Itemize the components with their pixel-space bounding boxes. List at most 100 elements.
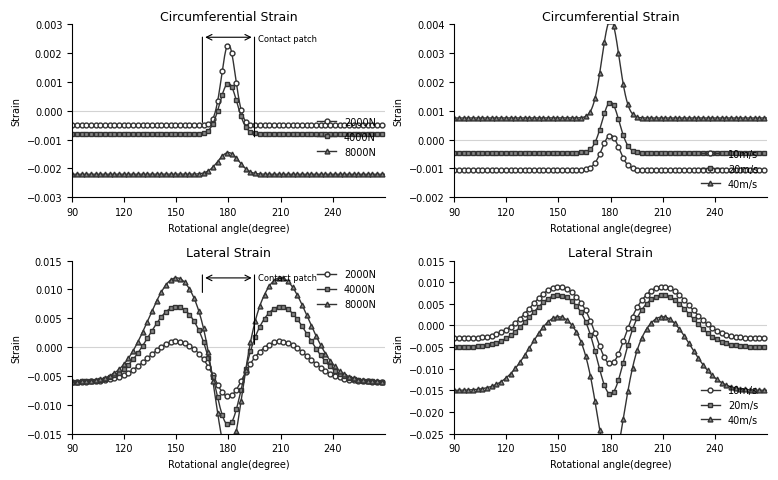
20m/s — [606, 391, 615, 397]
20m/s — [601, 106, 611, 112]
4000N — [211, 114, 220, 120]
40m/s — [606, 18, 615, 24]
40m/s — [450, 388, 459, 394]
Title: Circumferential Strain: Circumferential Strain — [541, 11, 679, 24]
10m/s — [762, 336, 772, 342]
2000N — [380, 123, 390, 129]
10m/s — [658, 284, 668, 290]
4000N — [314, 350, 324, 356]
8000N — [219, 152, 229, 158]
8000N — [68, 379, 77, 384]
40m/s — [606, 466, 615, 472]
2000N — [224, 43, 233, 48]
8000N — [172, 276, 181, 281]
Text: Contact patch: Contact patch — [258, 274, 317, 283]
10m/s — [753, 336, 762, 341]
20m/s — [594, 133, 603, 139]
X-axis label: Rotational angle(degree): Rotational angle(degree) — [550, 459, 671, 469]
10m/s — [753, 168, 762, 173]
2000N — [83, 379, 93, 384]
Line: 20m/s: 20m/s — [452, 100, 769, 156]
4000N — [219, 87, 229, 93]
Line: 20m/s: 20m/s — [452, 293, 769, 396]
20m/s — [601, 387, 611, 393]
Line: 10m/s: 10m/s — [452, 133, 769, 173]
Y-axis label: Strain: Strain — [393, 333, 403, 362]
20m/s — [450, 345, 459, 350]
20m/s — [465, 150, 475, 156]
20m/s — [753, 344, 762, 350]
2000N — [380, 379, 390, 385]
2000N — [314, 123, 323, 129]
20m/s — [465, 344, 475, 350]
2000N — [172, 339, 181, 345]
10m/s — [601, 137, 611, 143]
40m/s — [696, 116, 705, 121]
40m/s — [601, 459, 611, 465]
20m/s — [594, 360, 603, 366]
2000N — [68, 379, 77, 385]
4000N — [380, 132, 390, 137]
X-axis label: Rotational angle(degree): Rotational angle(degree) — [167, 223, 289, 233]
10m/s — [696, 168, 705, 173]
2000N — [219, 392, 229, 397]
8000N — [371, 172, 380, 178]
20m/s — [753, 150, 762, 156]
2000N — [371, 123, 380, 129]
10m/s — [601, 358, 611, 364]
8000N — [371, 379, 380, 384]
8000N — [380, 172, 390, 178]
20m/s — [753, 344, 762, 350]
40m/s — [696, 359, 706, 365]
2000N — [371, 123, 380, 129]
4000N — [314, 132, 323, 137]
10m/s — [753, 336, 762, 341]
4000N — [68, 379, 77, 385]
4000N — [371, 379, 380, 384]
2000N — [219, 57, 229, 62]
10m/s — [594, 156, 603, 161]
10m/s — [465, 168, 475, 173]
4000N — [380, 379, 390, 385]
4000N — [371, 132, 380, 137]
8000N — [83, 378, 93, 384]
8000N — [211, 162, 220, 168]
10m/s — [753, 168, 762, 173]
Legend: 10m/s, 20m/s, 40m/s: 10m/s, 20m/s, 40m/s — [697, 145, 762, 193]
Line: 2000N: 2000N — [70, 339, 387, 399]
20m/s — [450, 150, 459, 156]
4000N — [68, 132, 77, 137]
40m/s — [465, 387, 475, 393]
20m/s — [753, 150, 762, 156]
2000N — [371, 379, 380, 384]
2000N — [212, 379, 221, 384]
X-axis label: Rotational angle(degree): Rotational angle(degree) — [167, 459, 289, 469]
4000N — [371, 132, 380, 137]
40m/s — [594, 82, 603, 87]
Text: Contact patch: Contact patch — [258, 35, 317, 44]
4000N — [219, 418, 229, 423]
20m/s — [762, 150, 772, 156]
8000N — [219, 445, 229, 451]
10m/s — [606, 361, 615, 367]
20m/s — [762, 345, 772, 350]
4000N — [212, 388, 221, 394]
40m/s — [465, 116, 475, 121]
40m/s — [762, 116, 772, 121]
10m/s — [762, 168, 772, 173]
Line: 8000N: 8000N — [70, 151, 387, 177]
8000N — [68, 172, 77, 178]
10m/s — [696, 315, 706, 321]
40m/s — [762, 388, 772, 394]
4000N — [224, 422, 233, 428]
8000N — [380, 379, 390, 384]
Y-axis label: Strain: Strain — [393, 97, 403, 126]
Line: 40m/s: 40m/s — [452, 19, 769, 121]
Line: 8000N: 8000N — [70, 276, 387, 458]
Line: 40m/s: 40m/s — [452, 315, 769, 471]
Line: 2000N: 2000N — [70, 43, 387, 128]
4000N — [371, 379, 380, 384]
10m/s — [450, 168, 459, 173]
40m/s — [753, 116, 762, 121]
2000N — [83, 123, 93, 129]
